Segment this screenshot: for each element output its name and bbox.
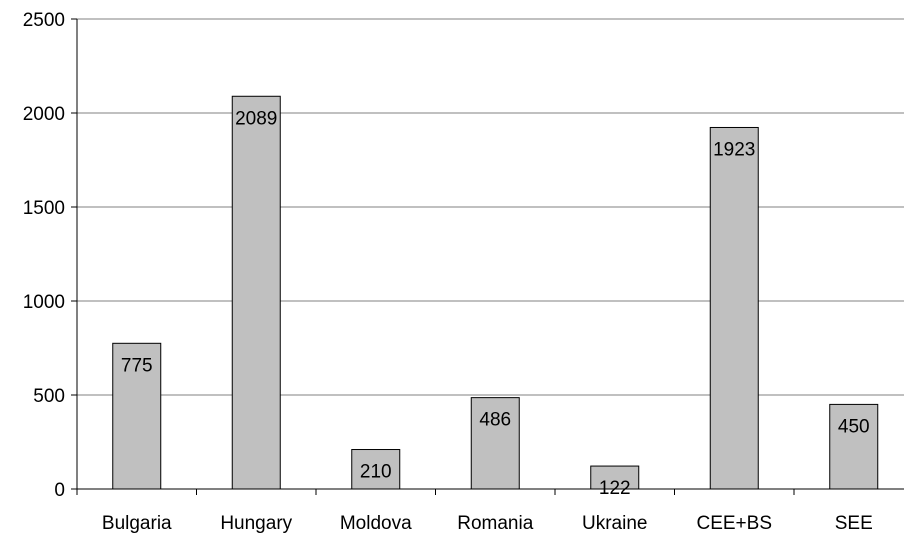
y-tick-label: 1500 — [23, 198, 65, 219]
data-labels: 775 2089 210 486 122 1923 450 — [121, 108, 870, 499]
x-tick-label: SEE — [835, 513, 873, 534]
y-tick-label: 2500 — [23, 10, 65, 31]
x-tick-label: Moldova — [340, 513, 412, 534]
y-tick-label: 2000 — [23, 104, 65, 125]
data-label: 210 — [360, 462, 392, 483]
bar-moldova — [351, 449, 401, 490]
bar-see — [829, 403, 879, 490]
bar-bulgaria — [112, 342, 162, 490]
data-label: 2089 — [235, 108, 277, 129]
x-tick-label: Hungary — [220, 513, 292, 534]
y-axis-ticks: 0 500 1000 1500 2000 2500 — [23, 10, 77, 501]
data-label: 486 — [479, 410, 511, 431]
bar-hungary — [231, 95, 281, 490]
grid-lines — [77, 18, 904, 396]
bars — [112, 95, 879, 490]
x-axis-labels: Bulgaria Hungary Moldova Romania Ukraine CEE+… — [102, 513, 873, 534]
data-label: 122 — [599, 478, 631, 499]
y-tick-label: 1000 — [23, 292, 65, 313]
x-tick-label: Ukraine — [582, 513, 647, 534]
y-tick-label: 0 — [54, 480, 65, 501]
bar-romania — [470, 397, 520, 490]
data-label: 1923 — [713, 139, 755, 160]
bar-ukraine — [590, 465, 640, 490]
x-tick-label: Bulgaria — [102, 513, 172, 534]
data-label: 450 — [838, 416, 870, 437]
bar-cee-bs — [709, 126, 759, 490]
data-label: 775 — [121, 355, 153, 376]
x-tick-label: Romania — [457, 513, 533, 534]
x-tick-label: CEE+BS — [696, 513, 772, 534]
y-tick-label: 500 — [33, 386, 65, 407]
